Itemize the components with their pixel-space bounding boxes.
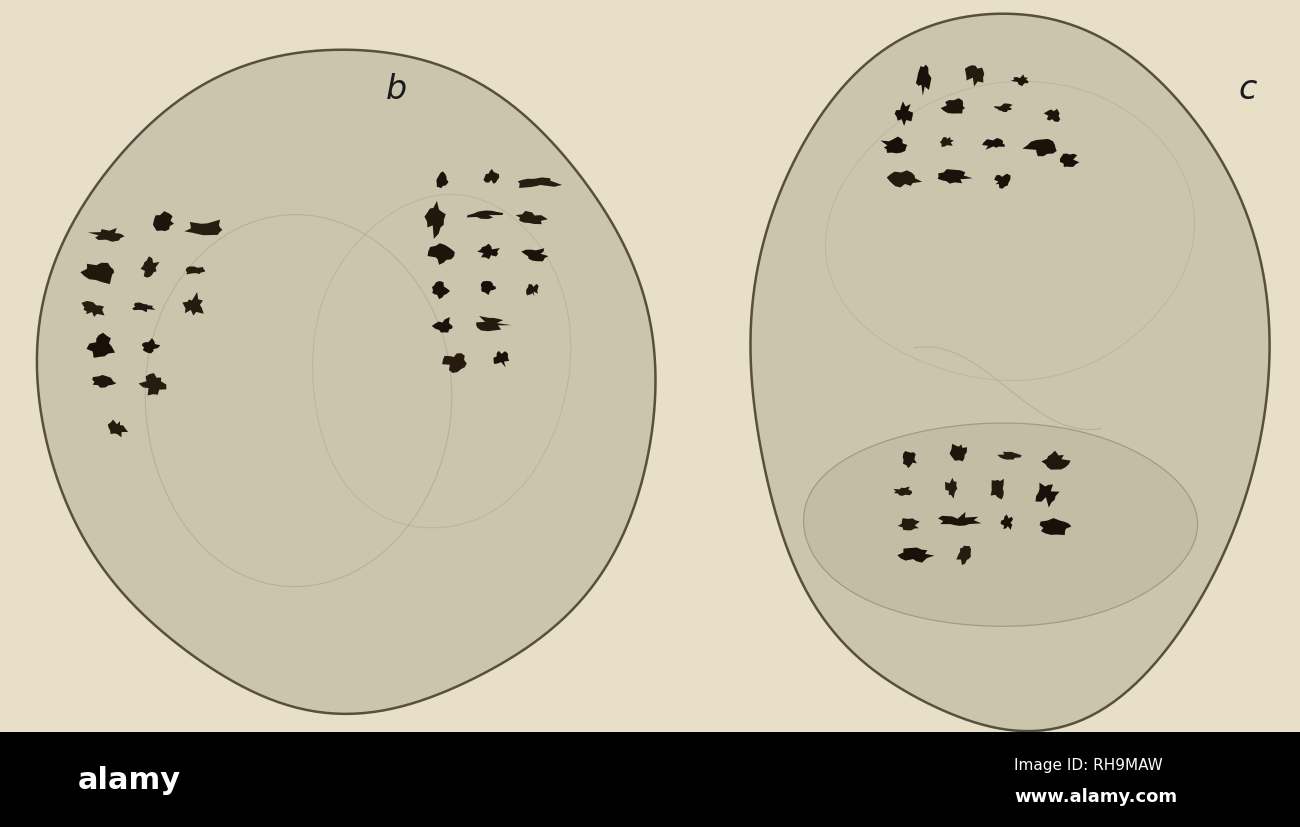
Polygon shape bbox=[92, 375, 116, 389]
Polygon shape bbox=[182, 293, 204, 316]
Polygon shape bbox=[476, 317, 511, 332]
Polygon shape bbox=[939, 512, 982, 526]
Polygon shape bbox=[982, 139, 1005, 151]
Polygon shape bbox=[893, 487, 913, 496]
Polygon shape bbox=[1060, 155, 1079, 168]
Text: Image ID: RH9MAW: Image ID: RH9MAW bbox=[1014, 758, 1162, 772]
Bar bbox=[0, 732, 1300, 827]
Polygon shape bbox=[991, 479, 1004, 500]
Polygon shape bbox=[517, 179, 562, 189]
Polygon shape bbox=[1040, 519, 1071, 535]
Polygon shape bbox=[993, 104, 1013, 113]
Polygon shape bbox=[442, 354, 467, 374]
Text: alamy: alamy bbox=[78, 765, 181, 795]
Polygon shape bbox=[887, 171, 922, 189]
Polygon shape bbox=[880, 137, 907, 154]
Polygon shape bbox=[1001, 514, 1013, 530]
Polygon shape bbox=[108, 420, 129, 437]
Polygon shape bbox=[941, 99, 965, 114]
Polygon shape bbox=[940, 138, 954, 148]
Polygon shape bbox=[1036, 483, 1060, 508]
Polygon shape bbox=[994, 174, 1010, 189]
Polygon shape bbox=[937, 170, 972, 184]
Polygon shape bbox=[432, 282, 450, 299]
Polygon shape bbox=[997, 452, 1022, 460]
Polygon shape bbox=[803, 423, 1197, 627]
Polygon shape bbox=[902, 452, 916, 469]
Polygon shape bbox=[1023, 140, 1057, 157]
Polygon shape bbox=[916, 65, 931, 97]
Polygon shape bbox=[142, 339, 160, 354]
Polygon shape bbox=[477, 245, 500, 260]
Polygon shape bbox=[949, 444, 967, 461]
Polygon shape bbox=[965, 66, 984, 88]
Polygon shape bbox=[1011, 75, 1028, 87]
Text: c: c bbox=[1239, 73, 1257, 106]
Polygon shape bbox=[897, 547, 935, 563]
Text: www.alamy.com: www.alamy.com bbox=[1014, 786, 1176, 805]
Polygon shape bbox=[467, 211, 503, 220]
Polygon shape bbox=[185, 220, 222, 236]
Polygon shape bbox=[82, 302, 104, 318]
Polygon shape bbox=[87, 333, 114, 358]
Polygon shape bbox=[139, 374, 166, 396]
Polygon shape bbox=[516, 212, 547, 225]
Polygon shape bbox=[437, 172, 448, 189]
Polygon shape bbox=[428, 244, 455, 265]
Polygon shape bbox=[494, 351, 510, 368]
Polygon shape bbox=[425, 202, 446, 240]
Polygon shape bbox=[88, 229, 125, 242]
Polygon shape bbox=[521, 249, 549, 262]
Polygon shape bbox=[1044, 110, 1061, 122]
Polygon shape bbox=[186, 267, 205, 275]
Polygon shape bbox=[945, 478, 957, 499]
Polygon shape bbox=[133, 304, 156, 313]
Polygon shape bbox=[1041, 451, 1071, 470]
Polygon shape bbox=[898, 519, 920, 531]
Text: b: b bbox=[386, 73, 407, 106]
Polygon shape bbox=[894, 103, 913, 127]
Polygon shape bbox=[481, 281, 495, 296]
Polygon shape bbox=[957, 546, 971, 566]
Polygon shape bbox=[526, 284, 538, 297]
Polygon shape bbox=[153, 212, 174, 232]
Polygon shape bbox=[36, 50, 655, 714]
Polygon shape bbox=[750, 15, 1270, 731]
Polygon shape bbox=[140, 257, 160, 278]
Polygon shape bbox=[484, 170, 499, 184]
Polygon shape bbox=[432, 318, 452, 333]
Polygon shape bbox=[81, 264, 114, 284]
